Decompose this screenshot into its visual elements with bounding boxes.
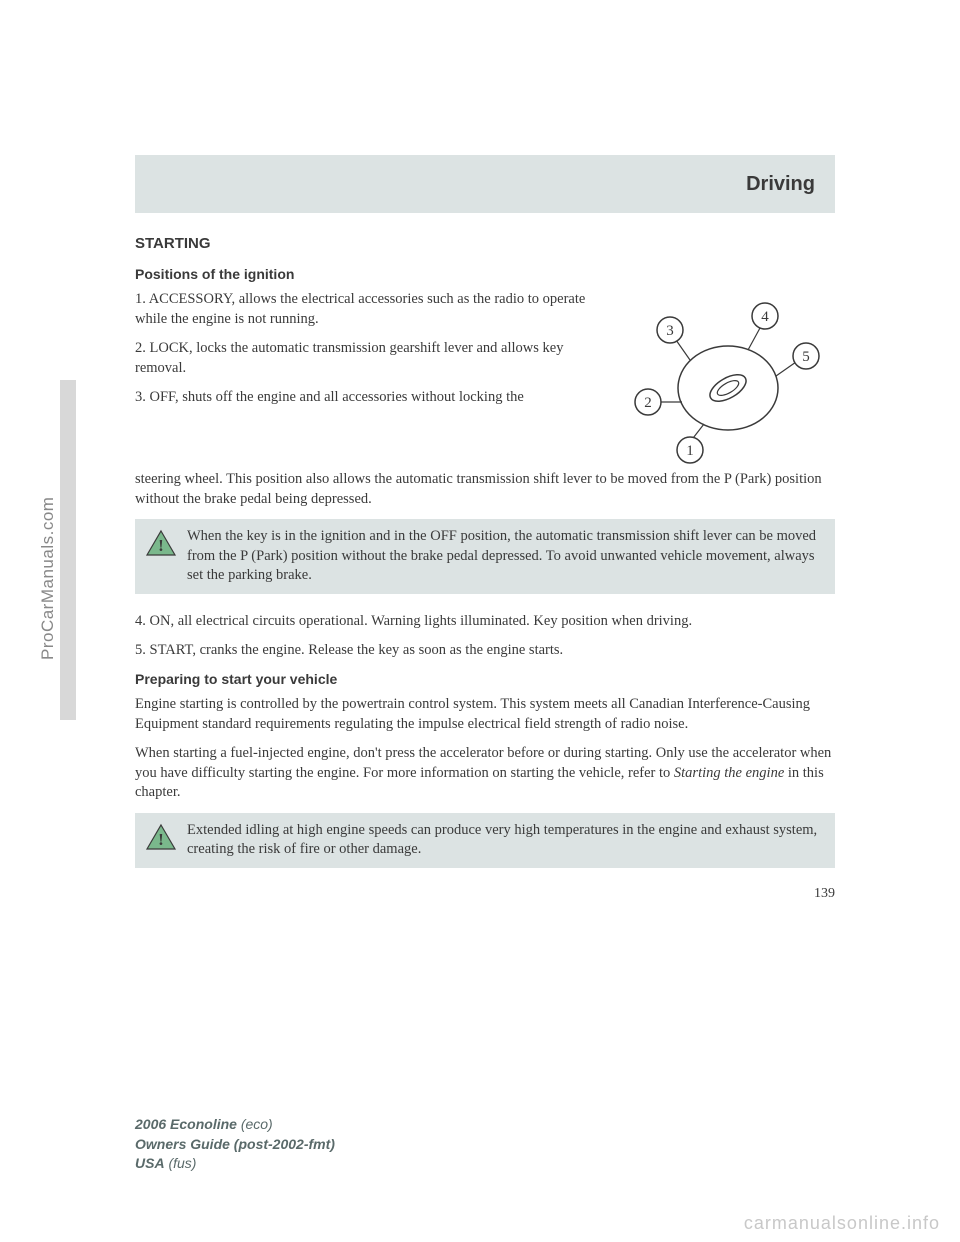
subsection-preparing: Preparing to start your vehicle: [135, 671, 835, 687]
diagram-label-3: 3: [666, 323, 674, 339]
diagram-label-2: 2: [644, 395, 652, 411]
sidebar-decoration: [60, 380, 76, 720]
svg-text:!: !: [158, 536, 164, 555]
diagram-label-5: 5: [802, 349, 810, 365]
warning-triangle-icon: !: [145, 529, 177, 557]
preparing-1-text: Engine starting is controlled by the pow…: [135, 695, 835, 734]
position-2-text: 2. LOCK, locks the automatic transmissio…: [135, 339, 590, 378]
warning-box-2: ! Extended idling at high engine speeds …: [135, 813, 835, 868]
footer-region: USA: [135, 1155, 165, 1171]
footer-guide: Owners Guide (post-2002-fmt): [135, 1136, 335, 1152]
sidebar-source: ProCarManuals.com: [38, 497, 58, 660]
warning-1-text: When the key is in the ignition and in t…: [187, 527, 823, 586]
prep2-italic: Starting the engine: [674, 765, 784, 781]
footer-model: 2006 Econoline: [135, 1116, 237, 1132]
page-content: Driving STARTING Positions of the igniti…: [135, 155, 835, 902]
diagram-label-1: 1: [686, 443, 694, 459]
svg-text:!: !: [158, 830, 164, 849]
preparing-2-text: When starting a fuel-injected engine, do…: [135, 744, 835, 803]
chapter-header: Driving: [135, 155, 835, 213]
position-1-text: 1. ACCESSORY, allows the electrical acce…: [135, 290, 590, 329]
page-number: 139: [135, 886, 835, 902]
warning-2-text: Extended idling at high engine speeds ca…: [187, 821, 823, 860]
chapter-title: Driving: [746, 173, 815, 196]
position-3b-text: steering wheel. This position also allow…: [135, 470, 835, 509]
position-4-text: 4. ON, all electrical circuits operation…: [135, 612, 835, 632]
warning-triangle-icon: !: [145, 823, 177, 851]
ignition-diagram: 1 2 3 4 5: [610, 290, 835, 465]
footer-region-code: (fus): [165, 1155, 197, 1171]
ignition-layout: 1. ACCESSORY, allows the electrical acce…: [135, 290, 835, 470]
diagram-label-4: 4: [761, 309, 769, 325]
position-5-text: 5. START, cranks the engine. Release the…: [135, 641, 835, 661]
warning-box-1: ! When the key is in the ignition and in…: [135, 519, 835, 594]
subsection-positions: Positions of the ignition: [135, 266, 835, 282]
footer-model-code: (eco): [237, 1116, 273, 1132]
footer: 2006 Econoline (eco) Owners Guide (post-…: [135, 1115, 335, 1174]
position-3a-text: 3. OFF, shuts off the engine and all acc…: [135, 388, 590, 408]
watermark: carmanualsonline.info: [744, 1213, 940, 1234]
section-starting: STARTING: [135, 235, 835, 252]
